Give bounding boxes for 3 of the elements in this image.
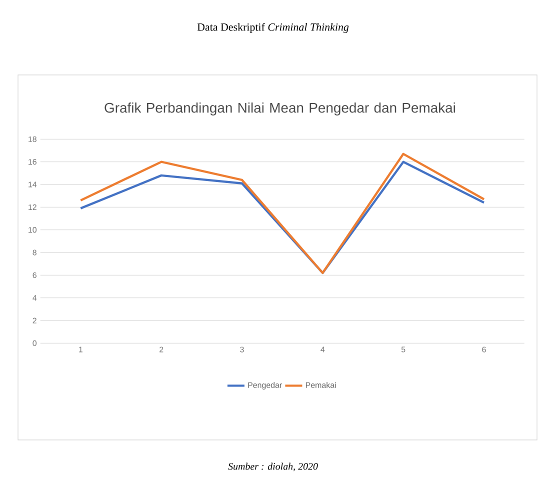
chart-title: Grafik Perbandingan Nilai Mean Pengedar dan Pemakai	[104, 102, 455, 116]
text: Data Deskriptif Criminal Thinking	[197, 22, 349, 34]
text: Sumber : diolah, 2020	[228, 462, 318, 472]
